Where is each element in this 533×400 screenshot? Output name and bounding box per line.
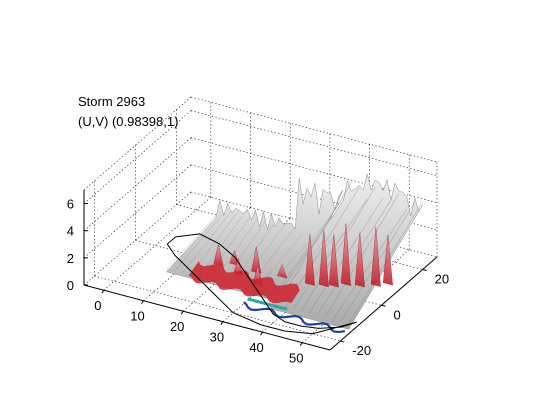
- box-edge: [190, 96, 438, 163]
- y-tick: [381, 304, 386, 307]
- z-tick-label: 0: [67, 278, 74, 293]
- box-edge: [83, 96, 192, 191]
- y-tick: [340, 340, 345, 343]
- x-tick: [101, 289, 105, 294]
- red-spike: [370, 226, 381, 287]
- red-spike: [354, 232, 365, 288]
- surface-layer: [165, 174, 423, 335]
- mesh-line: [292, 198, 368, 310]
- x-tick: [260, 331, 263, 336]
- x-tick-label: 50: [289, 351, 303, 366]
- z-tick-label: 4: [67, 224, 74, 239]
- x-tick: [141, 300, 144, 305]
- x-axis: [83, 284, 331, 351]
- red-spike: [318, 229, 329, 288]
- mesh-line: [182, 210, 232, 274]
- mesh-line: [174, 212, 224, 272]
- gridline-z: [83, 137, 192, 231]
- mesh-line: [316, 200, 392, 316]
- gridline-z-wall: [190, 137, 438, 204]
- mesh-line: [269, 197, 344, 303]
- red-spike: [328, 234, 339, 288]
- gridline-z: [83, 110, 192, 204]
- y-axis: [329, 256, 438, 351]
- base-contour: [166, 233, 358, 335]
- chart-title-line-1: Storm 2963: [78, 94, 146, 109]
- x-tick: [299, 342, 303, 346]
- gridline-z-wall: [190, 110, 438, 176]
- y-tick: [422, 269, 427, 272]
- mesh-line: [166, 215, 216, 270]
- z-tick-label: 6: [67, 197, 74, 212]
- red-spike: [340, 223, 351, 286]
- red-spike: [382, 235, 393, 286]
- y-tick-label: -20: [352, 343, 371, 358]
- axis-layer: [83, 190, 438, 351]
- mesh-line: [300, 187, 376, 312]
- red-spike: [277, 264, 288, 279]
- red-ground-band: [188, 261, 300, 304]
- x-tick: [180, 310, 184, 315]
- z-tick-label: 2: [67, 251, 74, 266]
- x-tick-label: 20: [170, 319, 184, 334]
- y-tick-label: 20: [435, 272, 449, 287]
- mesh-line: [332, 208, 408, 320]
- x-tick-label: 10: [130, 309, 144, 324]
- gridline-z: [83, 164, 192, 259]
- teal-contour: [247, 297, 288, 311]
- x-tick-label: 0: [94, 298, 101, 313]
- x-tick-label: 40: [249, 340, 263, 355]
- x-tick-label: 30: [210, 330, 224, 345]
- chart-title-line-2: (U,V) (0.98398,1): [78, 114, 179, 129]
- red-spike: [304, 234, 315, 286]
- gridline-y: [94, 275, 341, 342]
- blue-contour: [243, 301, 346, 334]
- mesh-line: [221, 212, 272, 284]
- tick-labels: 0 10 20 30 40 50 -20 0 20 0 2 4 6: [67, 197, 449, 366]
- x-tick: [220, 321, 224, 325]
- y-tick-label: 0: [393, 307, 400, 322]
